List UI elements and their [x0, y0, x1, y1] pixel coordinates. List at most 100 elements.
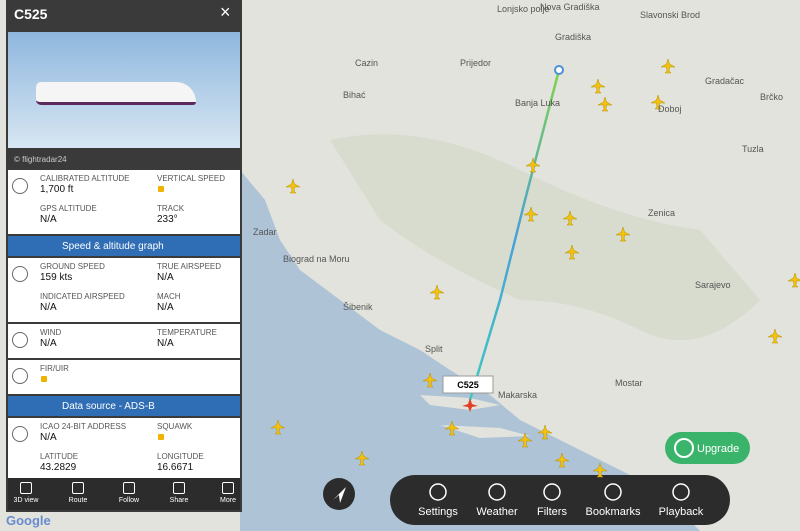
- place-label: Makarska: [498, 390, 537, 400]
- field-value: N/A: [40, 302, 57, 313]
- flight-label-box: [442, 375, 494, 394]
- aircraft: [650, 94, 666, 110]
- aircraft: [615, 226, 631, 242]
- place-label: Zadar: [253, 227, 277, 237]
- field-label: CALIBRATED ALTITUDE: [40, 174, 130, 183]
- aircraft: [787, 272, 800, 288]
- upgrade-label: Upgrade: [697, 443, 739, 455]
- panel-toolbar-icon: [20, 482, 32, 494]
- aircraft: [564, 244, 580, 260]
- selected-aircraft: [462, 398, 478, 412]
- place-label: Gradiška: [555, 32, 591, 42]
- aircraft: [285, 178, 301, 194]
- toolbar-icon: [543, 483, 561, 501]
- lock-icon: [158, 434, 164, 440]
- panel-toolbar-button[interactable]: Route: [68, 497, 88, 504]
- panel-toolbar-button[interactable]: 3D view: [13, 497, 39, 504]
- place-label: Brčko: [760, 92, 783, 102]
- place-label: Doboj: [658, 104, 682, 114]
- panel-toolbar-icon: [123, 482, 135, 494]
- field-label: WIND: [40, 328, 62, 337]
- field-label: GPS ALTITUDE: [40, 204, 97, 213]
- info-block: [8, 324, 240, 358]
- origin-marker: [554, 65, 564, 75]
- field-value: 233°: [157, 214, 178, 225]
- panel-title: C525: [14, 6, 48, 22]
- field-label: VERTICAL SPEED: [157, 174, 226, 183]
- field-label: FIR/UIR: [40, 364, 69, 373]
- field-label: TEMPERATURE: [157, 328, 217, 337]
- field-label: SQUAWK: [157, 422, 193, 431]
- field-value: N/A: [40, 432, 57, 443]
- aircraft: [523, 206, 539, 222]
- panel-toolbar-icon: [173, 482, 185, 494]
- section-header[interactable]: Data source - ADS-B: [8, 396, 240, 416]
- field-label: INDICATED AIRSPEED: [40, 292, 125, 301]
- toolbar-button[interactable]: Settings: [418, 506, 458, 518]
- aircraft: [537, 424, 553, 440]
- aircraft: [562, 210, 578, 226]
- field-value: 16.6671: [157, 462, 194, 473]
- field-value: N/A: [40, 214, 57, 225]
- field-label: TRUE AIRSPEED: [157, 262, 222, 271]
- panel-toolbar: [8, 478, 240, 510]
- field-value: 159 kts: [40, 272, 73, 283]
- close-button[interactable]: ×: [220, 2, 231, 22]
- aircraft: [429, 284, 445, 300]
- place-label: Split: [425, 344, 443, 354]
- field-label: LATITUDE: [40, 452, 79, 461]
- panel-toolbar-button[interactable]: Follow: [118, 497, 140, 504]
- row-icon: [12, 426, 28, 442]
- row-icon: [12, 368, 28, 384]
- sea: [240, 170, 700, 531]
- toolbar-icon: [488, 483, 506, 501]
- place-label: Lonjsko polje: [497, 4, 550, 14]
- place-label: Bihać: [343, 90, 366, 100]
- photo-credit: © flightradar24: [14, 155, 67, 164]
- field-label: ICAO 24-BIT ADDRESS: [40, 422, 127, 431]
- place-label: Slavonski Brod: [640, 10, 700, 20]
- place-label: Prijedor: [460, 58, 491, 68]
- field-label: GROUND SPEED: [40, 262, 105, 271]
- section-header[interactable]: Speed & altitude graph: [8, 236, 240, 256]
- row-icon: [12, 178, 28, 194]
- toolbar-button[interactable]: Playback: [659, 506, 704, 518]
- toolbar-button[interactable]: Filters: [537, 506, 567, 518]
- aircraft: [354, 450, 370, 466]
- field-label: LONGITUDE: [157, 452, 204, 461]
- panel-toolbar-button[interactable]: More: [220, 497, 236, 504]
- aircraft: [767, 328, 783, 344]
- field-label: TRACK: [157, 204, 185, 213]
- aircraft: [554, 452, 570, 468]
- place-label: Cazin: [355, 58, 378, 68]
- toolbar-button[interactable]: Weather: [476, 506, 518, 518]
- lock-icon: [158, 186, 164, 192]
- panel-toolbar-icon: [72, 482, 84, 494]
- aircraft-shape: [36, 82, 196, 105]
- lock-icon: [41, 376, 47, 382]
- panel-toolbar-button[interactable]: Share: [169, 497, 189, 504]
- aircraft: [660, 58, 676, 74]
- aircraft: [525, 157, 541, 173]
- field-value: 1,700 ft: [40, 184, 74, 195]
- flight-path: [468, 69, 561, 401]
- aircraft: [592, 462, 608, 478]
- place-label: Biograd na Moru: [283, 254, 350, 264]
- aircraft: [597, 96, 613, 112]
- toolbar-icon: [672, 483, 690, 501]
- aircraft: [444, 420, 460, 436]
- row-icon: [12, 332, 28, 348]
- locate-icon: [333, 487, 346, 503]
- field-value: N/A: [157, 302, 174, 313]
- place-label: Tuzla: [742, 144, 764, 154]
- field-value: N/A: [40, 338, 57, 349]
- place-label: Gradačac: [705, 76, 745, 86]
- upgrade-icon: [674, 438, 694, 458]
- field-value: N/A: [157, 272, 174, 283]
- map-attribution: Google: [6, 513, 51, 528]
- toolbar-icon: [604, 483, 622, 501]
- toolbar-button[interactable]: Bookmarks: [585, 506, 641, 518]
- field-value: N/A: [157, 338, 174, 349]
- aircraft: [517, 432, 533, 448]
